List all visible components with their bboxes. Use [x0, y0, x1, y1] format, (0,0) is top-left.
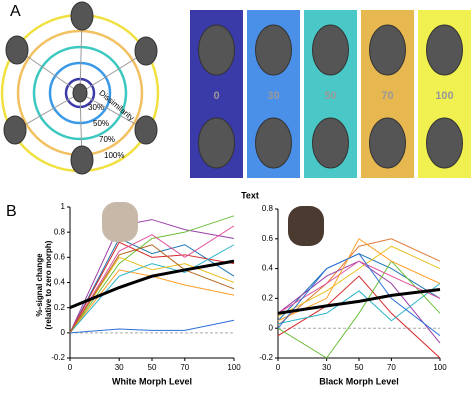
y-tick-label: 0.4	[262, 264, 274, 273]
x-tick-label: 100	[433, 363, 447, 372]
data-line	[277, 238, 441, 322]
data-line	[277, 287, 441, 315]
morph-label: 30	[267, 90, 279, 102]
data-line	[277, 275, 441, 359]
y-tick-label: 0.6	[54, 252, 66, 261]
data-line	[277, 260, 441, 359]
panel-label: A	[10, 3, 21, 20]
face	[198, 117, 235, 169]
data-line	[69, 244, 235, 334]
data-line	[69, 259, 235, 310]
x-tick-label: 50	[355, 363, 364, 372]
y-tick-label: 0.4	[54, 278, 66, 287]
data-line	[69, 225, 235, 334]
face	[312, 24, 349, 76]
face	[369, 117, 406, 169]
panel-label: B	[6, 203, 17, 220]
face	[255, 117, 292, 169]
morph-label: 100	[435, 90, 453, 102]
x-tick-label: 100	[227, 363, 241, 372]
face	[426, 117, 463, 169]
face	[102, 202, 138, 242]
y-tick-label: 0.2	[54, 303, 66, 312]
y-tick-label: 0	[61, 328, 66, 337]
x-axis-label: Black Morph Level	[319, 376, 399, 386]
y-tick-label: 0.6	[262, 234, 274, 243]
x-tick-label: 50	[148, 363, 157, 372]
x-tick-label: 70	[180, 363, 189, 372]
face	[288, 206, 324, 246]
face	[255, 24, 292, 76]
face	[369, 24, 406, 76]
y-tick-label: 0	[269, 323, 274, 332]
data-line	[69, 319, 235, 334]
y-tick-label: 1	[61, 202, 66, 211]
y-axis-label: (relative to zero morph)	[44, 240, 53, 329]
x-axis-label: White Morph Level	[112, 376, 192, 386]
ring-label: 100%	[104, 151, 124, 160]
face	[426, 24, 463, 76]
face	[312, 117, 349, 169]
y-tick-label: 0.8	[54, 227, 66, 236]
ring-label: 50%	[93, 119, 109, 128]
ring-label: 30%	[88, 103, 104, 112]
x-tick-label: 70	[387, 363, 396, 372]
data-line	[277, 260, 441, 314]
morph-label: 50	[324, 90, 336, 102]
y-tick-label: 0.2	[262, 294, 274, 303]
ring-label: 70%	[99, 135, 115, 144]
x-tick-label: 0	[276, 363, 281, 372]
y-tick-label: -0.2	[51, 353, 65, 362]
morph-label: 0	[213, 90, 219, 102]
data-line	[69, 256, 235, 334]
data-line	[277, 283, 441, 325]
x-tick-label: 0	[68, 363, 73, 372]
data-line	[69, 244, 235, 334]
faces	[3, 1, 158, 175]
panel-title: Text	[241, 190, 259, 200]
x-tick-label: 30	[322, 363, 331, 372]
data-line	[69, 219, 235, 334]
data-line	[69, 241, 235, 334]
data-line	[69, 237, 235, 334]
data-line	[277, 253, 441, 337]
y-tick-label: 0.8	[262, 204, 274, 213]
face	[198, 24, 235, 76]
morph-label: 70	[381, 90, 393, 102]
data-line	[277, 245, 441, 317]
x-tick-label: 30	[115, 363, 124, 372]
y-axis-label: %-signal change	[35, 253, 44, 317]
data-line	[277, 238, 441, 326]
y-tick-label: -0.2	[259, 353, 273, 362]
data-line	[69, 215, 235, 334]
